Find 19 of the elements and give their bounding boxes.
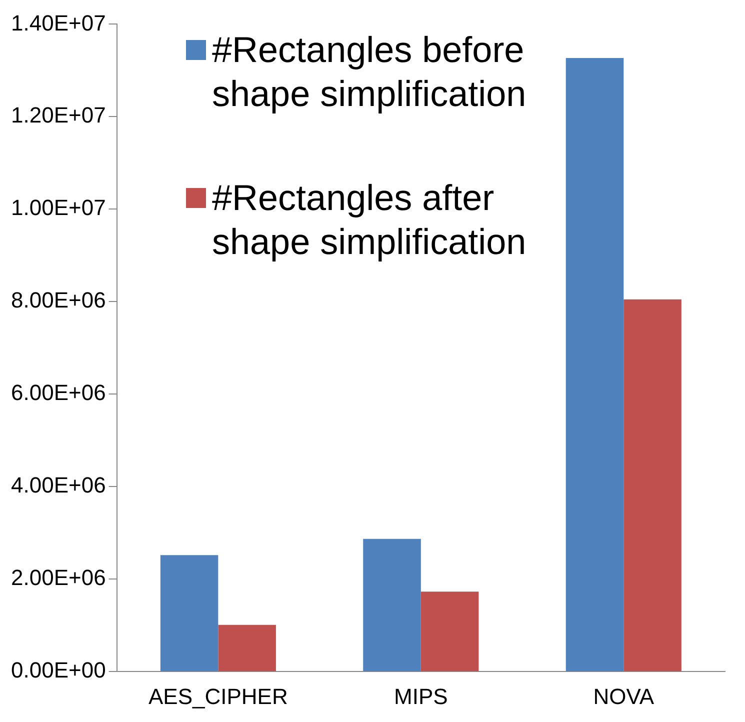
bar bbox=[420, 592, 479, 672]
x-tick-label: MIPS bbox=[394, 684, 448, 709]
x-tick-label: NOVA bbox=[593, 684, 654, 709]
bar bbox=[363, 538, 421, 672]
y-tick-label: 8.00E+06 bbox=[11, 288, 106, 313]
y-tick-label: 4.00E+06 bbox=[11, 472, 106, 498]
y-tick-label: 1.20E+07 bbox=[11, 102, 106, 128]
y-tick-label: 2.00E+06 bbox=[11, 565, 106, 590]
legend-label: #Rectangles before shape simplification bbox=[212, 28, 528, 116]
x-tick-label: AES_CIPHER bbox=[148, 684, 288, 709]
bar bbox=[218, 624, 276, 672]
y-tick-label: 1.00E+07 bbox=[11, 195, 106, 220]
bar bbox=[566, 58, 624, 672]
y-tick-label: 6.00E+06 bbox=[11, 380, 106, 406]
legend-label: #Rectangles after shape simplification bbox=[212, 176, 528, 264]
bar bbox=[160, 555, 218, 672]
bar bbox=[624, 299, 682, 672]
y-tick-label: 0.00E+00 bbox=[11, 658, 106, 683]
y-tick-label: 1.40E+07 bbox=[11, 10, 106, 36]
